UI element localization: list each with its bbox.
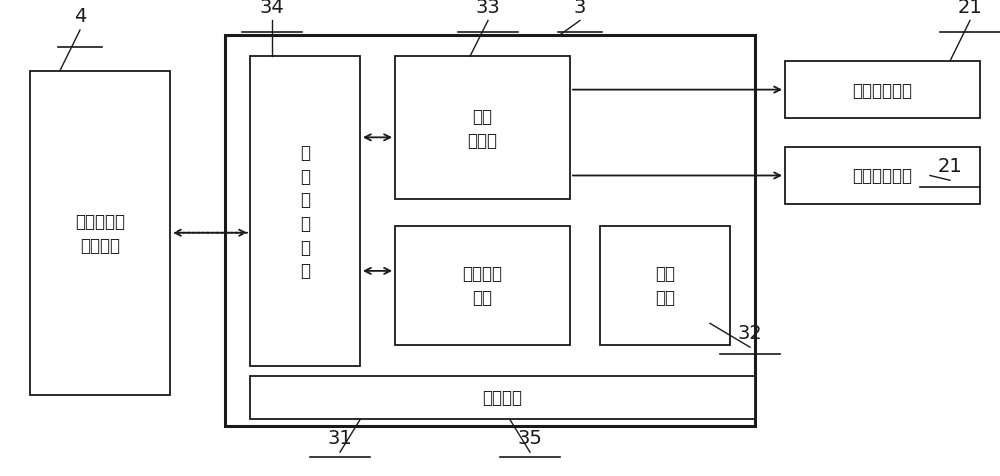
Text: 34: 34 (260, 0, 284, 17)
Bar (395, 57, 570, 200)
Bar (30, 71, 170, 395)
Text: 21: 21 (958, 0, 982, 17)
Text: 图像采集
模块: 图像采集 模块 (463, 265, 503, 307)
Text: 31: 31 (328, 428, 352, 447)
Text: 32: 32 (738, 324, 762, 343)
Text: 3: 3 (574, 0, 586, 17)
Text: 33: 33 (476, 0, 500, 17)
Bar (785, 62, 980, 119)
Text: 电池模块: 电池模块 (482, 388, 522, 407)
Text: 行动控制电机: 行动控制电机 (853, 167, 913, 185)
Text: 手持式移动
监控终端: 手持式移动 监控终端 (75, 212, 125, 254)
Text: 35: 35 (518, 428, 542, 447)
Text: 21: 21 (938, 157, 962, 176)
Text: 4: 4 (74, 7, 86, 26)
Bar (225, 36, 755, 426)
Text: 无
线
通
讯
模
块: 无 线 通 讯 模 块 (300, 144, 310, 280)
Bar (250, 57, 360, 367)
Bar (250, 376, 755, 419)
Bar (785, 148, 980, 205)
Text: 运动
控制器: 运动 控制器 (468, 108, 498, 149)
Text: 行动控制电机: 行动控制电机 (853, 81, 913, 99)
Bar (600, 226, 730, 345)
Bar (395, 226, 570, 345)
Text: 照明
装置: 照明 装置 (655, 265, 675, 307)
